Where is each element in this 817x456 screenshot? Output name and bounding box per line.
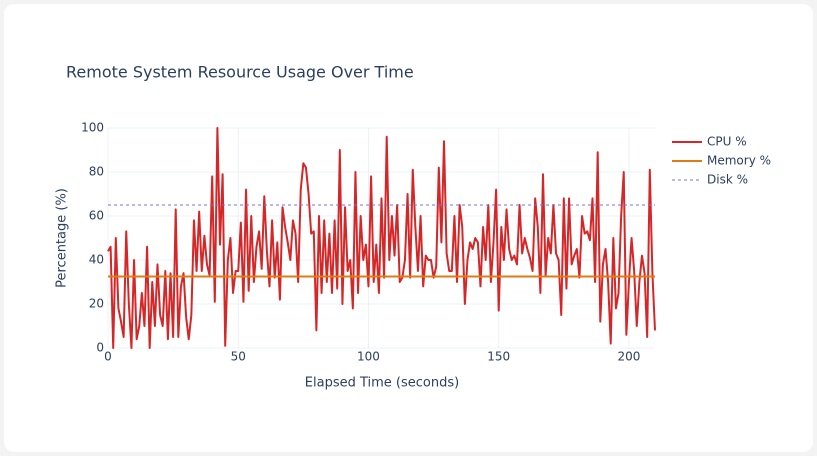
legend-label: Disk % — [707, 173, 748, 187]
chart-title: Remote System Resource Usage Over Time — [66, 63, 414, 82]
legend-label: CPU % — [707, 135, 747, 149]
x-tick-label: 50 — [231, 350, 246, 364]
x-tick-label: 200 — [617, 350, 640, 364]
y-tick-label: 100 — [81, 121, 104, 135]
y-tick-label: 20 — [89, 297, 104, 311]
legend-label: Memory % — [707, 154, 771, 168]
y-tick-label: 0 — [96, 341, 104, 355]
series-line — [107, 127, 656, 349]
x-axis-title: Elapsed Time (seconds) — [305, 376, 459, 391]
x-tick-label: 150 — [487, 350, 510, 364]
y-tick-label: 80 — [89, 165, 104, 179]
x-tick-label: 100 — [357, 350, 380, 364]
y-axis-title: Percentage (%) — [55, 188, 70, 288]
x-tick-label: 0 — [104, 350, 112, 364]
y-tick-label: 60 — [89, 209, 104, 223]
y-tick-label: 40 — [89, 253, 104, 267]
